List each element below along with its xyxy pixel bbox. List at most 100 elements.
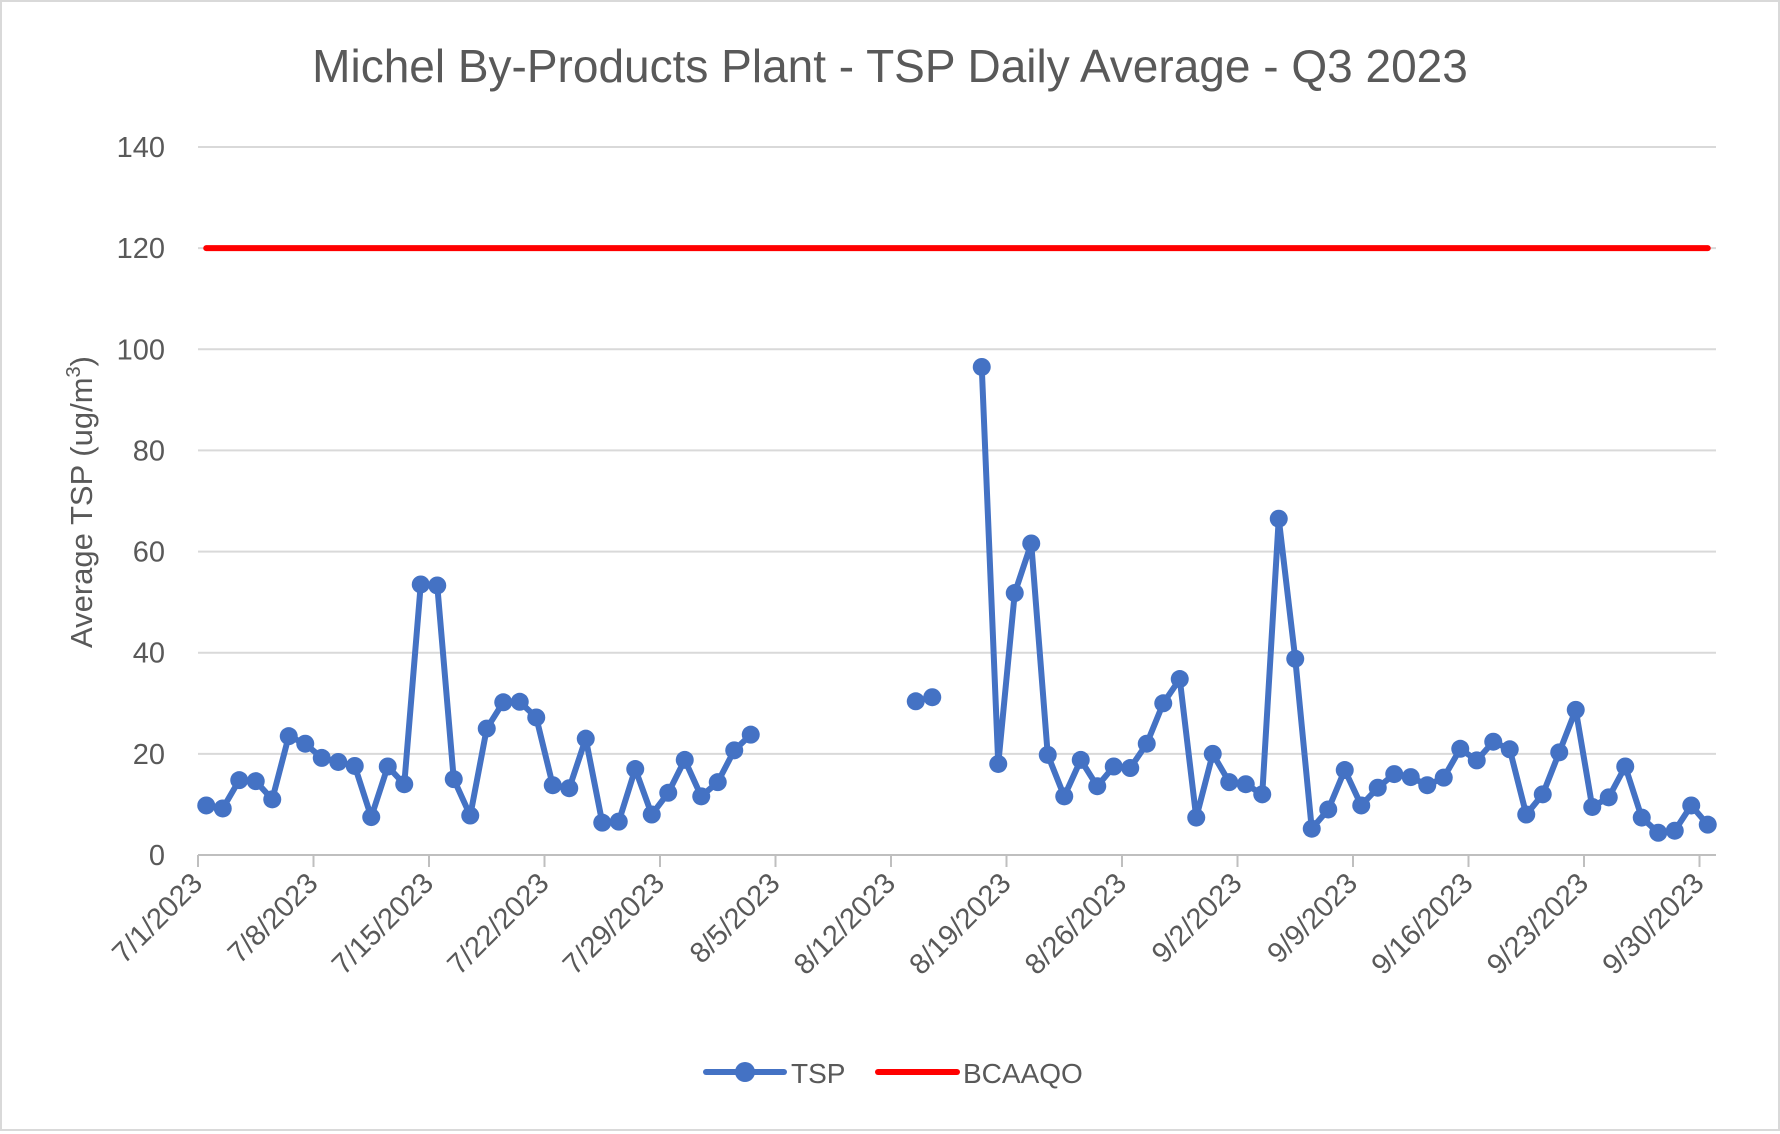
y-axis-label: Average TSP (ug/m3) bbox=[63, 356, 99, 648]
legend-label-bcaaqo: BCAAQO bbox=[963, 1058, 1083, 1089]
data-point-tsp[interactable] bbox=[1385, 765, 1404, 784]
data-point-tsp[interactable] bbox=[1616, 757, 1635, 776]
y-tick-label: 80 bbox=[133, 435, 165, 467]
x-tick-label: 9/16/2023 bbox=[1366, 867, 1480, 981]
data-point-tsp[interactable] bbox=[395, 775, 414, 794]
data-point-tsp[interactable] bbox=[1071, 750, 1090, 769]
data-point-tsp[interactable] bbox=[197, 796, 216, 815]
gridlines bbox=[198, 146, 1716, 755]
data-point-tsp[interactable] bbox=[1484, 732, 1503, 751]
x-tick-label: 7/22/2023 bbox=[442, 867, 556, 981]
y-tick-labels: 0 20 40 60 80 100 120 140 bbox=[117, 132, 165, 872]
data-point-tsp[interactable] bbox=[1434, 768, 1453, 787]
legend-marker-tsp bbox=[735, 1062, 755, 1082]
data-point-tsp[interactable] bbox=[312, 748, 331, 767]
data-point-tsp[interactable] bbox=[1418, 776, 1437, 795]
data-point-tsp[interactable] bbox=[675, 750, 694, 769]
data-point-tsp[interactable] bbox=[411, 575, 430, 594]
data-point-tsp[interactable] bbox=[1451, 739, 1470, 758]
data-point-tsp[interactable] bbox=[1599, 788, 1618, 807]
data-point-tsp[interactable] bbox=[741, 725, 760, 744]
data-point-tsp[interactable] bbox=[1500, 740, 1519, 759]
data-point-tsp[interactable] bbox=[1649, 823, 1668, 842]
data-point-tsp[interactable] bbox=[659, 783, 678, 802]
data-point-tsp[interactable] bbox=[1220, 773, 1239, 792]
data-point-tsp[interactable] bbox=[1269, 509, 1288, 528]
data-point-tsp[interactable] bbox=[1566, 700, 1585, 719]
data-point-tsp[interactable] bbox=[1302, 819, 1321, 838]
data-point-tsp[interactable] bbox=[1319, 800, 1338, 819]
data-point-tsp[interactable] bbox=[906, 692, 925, 711]
x-axis bbox=[197, 854, 1716, 867]
data-point-tsp[interactable] bbox=[708, 773, 727, 792]
data-point-tsp[interactable] bbox=[1055, 787, 1074, 806]
data-point-tsp[interactable] bbox=[510, 692, 529, 711]
data-point-tsp[interactable] bbox=[1038, 745, 1057, 764]
data-point-tsp[interactable] bbox=[1022, 534, 1041, 553]
data-point-tsp[interactable] bbox=[1286, 649, 1305, 668]
y-tick-label: 100 bbox=[117, 334, 165, 366]
legend-label-tsp: TSP bbox=[791, 1058, 845, 1089]
x-tick-label: 8/26/2023 bbox=[1019, 867, 1133, 981]
data-point-tsp[interactable] bbox=[1368, 778, 1387, 797]
data-point-tsp[interactable] bbox=[1682, 796, 1701, 815]
data-point-tsp[interactable] bbox=[444, 770, 463, 789]
data-point-tsp[interactable] bbox=[1401, 768, 1420, 787]
legend-item-tsp[interactable]: TSP bbox=[703, 1058, 845, 1089]
data-point-tsp[interactable] bbox=[1665, 821, 1684, 840]
data-point-tsp[interactable] bbox=[560, 779, 579, 798]
data-point-tsp[interactable] bbox=[362, 808, 381, 827]
data-point-tsp[interactable] bbox=[1352, 796, 1371, 815]
data-point-tsp[interactable] bbox=[230, 771, 249, 790]
data-point-tsp[interactable] bbox=[213, 799, 232, 818]
legend: TSP BCAAQO bbox=[703, 1058, 1083, 1089]
data-point-tsp[interactable] bbox=[1335, 761, 1354, 780]
data-point-tsp[interactable] bbox=[923, 688, 942, 707]
data-point-tsp[interactable] bbox=[642, 805, 661, 824]
data-point-tsp[interactable] bbox=[246, 772, 265, 791]
data-point-tsp[interactable] bbox=[461, 806, 480, 825]
data-point-tsp[interactable] bbox=[1467, 751, 1486, 770]
data-point-tsp[interactable] bbox=[1517, 805, 1536, 824]
data-point-tsp[interactable] bbox=[329, 752, 348, 771]
data-point-tsp[interactable] bbox=[1698, 815, 1717, 834]
data-point-tsp[interactable] bbox=[593, 813, 612, 832]
data-point-tsp[interactable] bbox=[1170, 670, 1189, 689]
legend-item-bcaaqo[interactable]: BCAAQO bbox=[875, 1058, 1083, 1089]
data-point-tsp[interactable] bbox=[1005, 584, 1024, 603]
data-point-tsp[interactable] bbox=[1154, 694, 1173, 713]
data-point-tsp[interactable] bbox=[1583, 797, 1602, 816]
data-point-tsp[interactable] bbox=[972, 357, 991, 376]
data-point-tsp[interactable] bbox=[494, 693, 513, 712]
data-point-tsp[interactable] bbox=[1236, 775, 1255, 794]
data-point-tsp[interactable] bbox=[263, 790, 282, 809]
x-tick-label: 9/2/2023 bbox=[1146, 867, 1248, 969]
data-point-tsp[interactable] bbox=[378, 757, 397, 776]
data-point-tsp[interactable] bbox=[477, 719, 496, 738]
data-point-tsp[interactable] bbox=[626, 760, 645, 779]
data-point-tsp[interactable] bbox=[1088, 777, 1107, 796]
data-point-tsp[interactable] bbox=[1550, 743, 1569, 762]
data-point-tsp[interactable] bbox=[609, 812, 628, 831]
data-point-tsp[interactable] bbox=[1137, 734, 1156, 753]
data-point-tsp[interactable] bbox=[1533, 785, 1552, 804]
data-point-tsp[interactable] bbox=[345, 756, 364, 775]
data-point-tsp[interactable] bbox=[1253, 785, 1272, 804]
data-point-tsp[interactable] bbox=[692, 787, 711, 806]
data-point-tsp[interactable] bbox=[296, 734, 315, 753]
data-point-tsp[interactable] bbox=[428, 576, 447, 595]
data-point-tsp[interactable] bbox=[1121, 759, 1140, 778]
data-point-tsp[interactable] bbox=[725, 741, 744, 760]
data-point-tsp[interactable] bbox=[279, 727, 298, 746]
data-point-tsp[interactable] bbox=[543, 776, 562, 795]
data-point-tsp[interactable] bbox=[1187, 808, 1206, 827]
x-tick-label: 7/29/2023 bbox=[557, 867, 671, 981]
data-point-tsp[interactable] bbox=[989, 754, 1008, 773]
data-point-tsp[interactable] bbox=[1632, 808, 1651, 827]
data-point-tsp[interactable] bbox=[1203, 744, 1222, 763]
data-point-tsp[interactable] bbox=[527, 708, 546, 727]
data-point-tsp[interactable] bbox=[576, 729, 595, 748]
data-point-tsp[interactable] bbox=[1104, 757, 1123, 776]
